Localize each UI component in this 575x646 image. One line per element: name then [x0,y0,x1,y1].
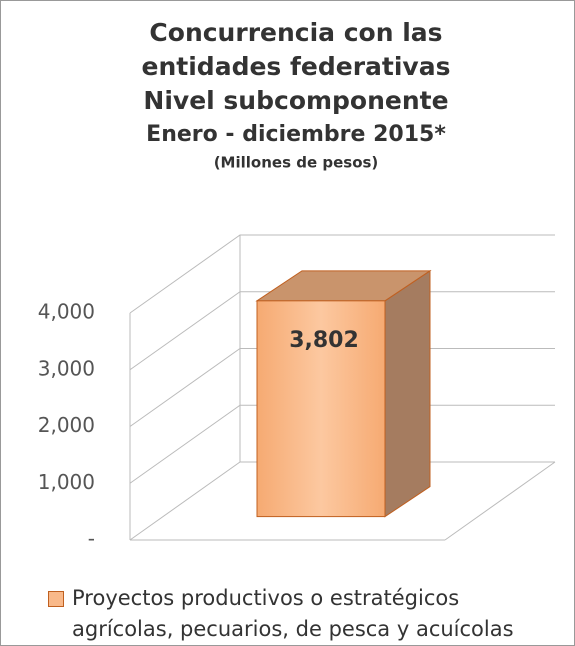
grid-line [129,234,555,314]
title-line: Nivel subcomponente [143,86,448,115]
floor-edge [444,461,556,541]
title-line: Concurrencia con las [149,18,442,47]
legend: Proyectos productivos o estratégicos agr… [48,583,567,645]
y-tick-label: 4,000 [38,300,95,324]
y-tick-label: 3,000 [38,356,95,380]
subtitle: (Millones de pesos) [214,154,379,172]
title-line: Enero - diciembre 2015* [146,122,446,147]
bar-side [384,269,431,518]
legend-swatch [48,591,64,607]
bar [256,300,386,518]
grid-line [129,404,555,484]
y-tick-label: 1,000 [38,470,95,494]
grid-line [129,461,555,541]
y-tick-label: 2,000 [38,413,95,437]
title-line: entidades federativas [142,52,451,81]
legend-label: Proyectos productivos o estratégicos agr… [72,586,514,641]
grid-line [129,291,555,371]
y-tick-label: - [88,527,95,551]
data-label: 3,802 [289,328,359,353]
grid-line [129,348,555,427]
